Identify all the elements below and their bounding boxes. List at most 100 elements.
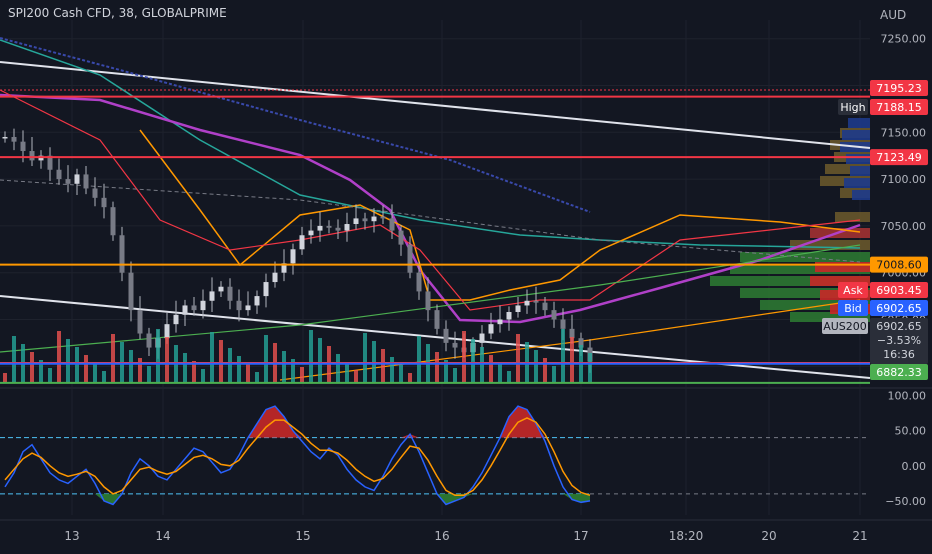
y-tick-label: 7250.00: [881, 33, 927, 46]
volume-bar: [39, 360, 43, 383]
candle-body: [83, 174, 89, 189]
candle-body: [569, 328, 575, 339]
level-tag-box: [838, 300, 868, 316]
volume-bar: [345, 362, 349, 383]
volume-bar: [588, 353, 592, 383]
volume-bar: [183, 353, 187, 383]
candle-body: [227, 286, 233, 301]
volume-bar: [363, 333, 367, 383]
candle-body: [281, 263, 287, 273]
volume-profile-bar: [790, 240, 870, 250]
volume-bar: [570, 337, 574, 383]
volume-bar: [561, 329, 565, 383]
line-gray-dashed: [0, 179, 861, 263]
volume-bar: [210, 332, 214, 383]
osc-series-slow: [4, 417, 591, 497]
volume-bar: [444, 360, 448, 383]
candle-body: [164, 324, 170, 339]
candle-body: [398, 230, 404, 245]
volume-bar: [192, 361, 196, 383]
osc-overbought-fill: [275, 406, 284, 438]
volume-bar: [255, 372, 259, 383]
volume-bar: [282, 351, 286, 383]
volume-bar: [129, 350, 133, 383]
volume-profile-bar: [710, 276, 870, 286]
candle-body: [362, 218, 368, 222]
volume-bar: [516, 334, 520, 383]
volume-bar: [138, 358, 142, 383]
ma-blue: [0, 37, 591, 213]
candle-body: [290, 249, 296, 264]
ma-purple: [0, 93, 861, 324]
volume-bar: [534, 350, 538, 383]
volume-profile-bar: [730, 264, 870, 274]
volume-profile-bar: [790, 312, 870, 322]
x-tick-label: 17: [573, 529, 588, 543]
level-label: 6902.65: [876, 302, 922, 315]
volume-bar: [147, 366, 151, 383]
candle-body: [434, 310, 440, 329]
candle-body: [209, 291, 215, 301]
candle-body: [344, 224, 350, 231]
candle-body: [263, 282, 269, 297]
volume-bar: [228, 348, 232, 383]
volume-bar: [552, 366, 556, 383]
osc-overbought-fill: [527, 409, 536, 438]
candle-body: [560, 319, 566, 329]
volume-bar: [75, 347, 79, 383]
symbol-tag: AUS200: [823, 320, 867, 333]
candle-body: [416, 272, 422, 292]
volume-bar: [300, 367, 304, 383]
volume-bar: [498, 363, 502, 383]
candle-body: [524, 300, 530, 306]
candle-body: [380, 216, 386, 219]
candle-body: [254, 296, 260, 306]
candle-body: [47, 155, 53, 170]
band-orange: [139, 129, 861, 301]
candle-body: [326, 225, 332, 228]
candle-body: [425, 291, 431, 311]
volume-bar: [93, 363, 97, 383]
volume-profile-bar-blue: [852, 190, 870, 200]
countdown: 16:36: [883, 348, 915, 361]
candle-body: [110, 207, 116, 236]
candle-body: [29, 151, 35, 161]
candle-body: [452, 342, 458, 348]
symbol-tag-box: [822, 318, 868, 334]
volume-bar: [246, 364, 250, 383]
volume-bar: [84, 355, 88, 383]
volume-bar: [390, 357, 394, 383]
candle-body: [65, 179, 71, 184]
candle-body: [191, 305, 197, 311]
osc-y-tick-label: 100.00: [888, 390, 927, 403]
volume-profile-bar-red: [810, 276, 870, 286]
current-price-box: [870, 318, 928, 364]
current-price: 6902.65: [876, 320, 922, 333]
candle-body: [542, 302, 548, 311]
candle-body: [236, 300, 242, 311]
volume-bar: [48, 368, 52, 383]
volume-profile-bar-blue: [850, 166, 870, 176]
volume-profile-bar-blue: [846, 154, 870, 164]
volume-bar: [543, 358, 547, 383]
volume-bar: [219, 340, 223, 383]
candle-body: [119, 235, 125, 273]
candle-body: [353, 218, 359, 225]
osc-overbought-fill: [266, 406, 275, 438]
volume-bar: [399, 365, 403, 383]
volume-profile-bar: [760, 300, 870, 310]
candle-body: [443, 328, 449, 343]
volume-bar: [408, 373, 412, 383]
volume-bar: [354, 370, 358, 383]
volume-bar: [453, 368, 457, 383]
osc-y-tick-label: 50.00: [895, 425, 927, 438]
level-label-box: [870, 256, 928, 273]
y-tick-label: 7150.00: [881, 126, 927, 139]
volume-bar: [489, 355, 493, 383]
candle-body: [335, 227, 341, 231]
level-label: 7008.60: [876, 259, 922, 272]
volume-bar: [12, 336, 16, 383]
